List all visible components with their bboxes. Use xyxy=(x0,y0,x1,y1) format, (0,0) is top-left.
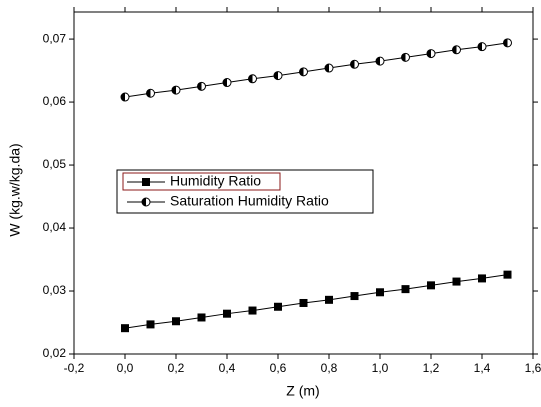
square-marker xyxy=(401,285,410,294)
half-circle-marker xyxy=(324,63,334,73)
marker-half xyxy=(478,42,482,51)
marker-half xyxy=(401,53,406,62)
square-marker xyxy=(299,298,308,307)
x-tick-label: 1,6 xyxy=(525,361,541,375)
half-circle-marker xyxy=(452,45,461,55)
marker-half xyxy=(146,89,151,98)
marker-half xyxy=(376,57,380,66)
legend-box xyxy=(116,169,374,214)
square-marker xyxy=(146,320,155,329)
half-circle-marker xyxy=(141,197,151,207)
half-circle-marker xyxy=(120,92,130,102)
half-circle-marker xyxy=(171,85,181,95)
y-tick-label: 0,03 xyxy=(43,283,67,297)
square-marker xyxy=(172,317,180,326)
square-marker xyxy=(248,306,257,315)
half-circle-marker xyxy=(503,38,512,48)
y-tick-label: 0,06 xyxy=(43,94,67,108)
square-marker xyxy=(478,274,486,283)
half-circle-marker xyxy=(299,67,308,77)
plot-frame xyxy=(73,11,534,355)
square-marker xyxy=(325,295,333,304)
y-axis-title: W (kg.w/kg.da) xyxy=(7,143,23,236)
square-marker xyxy=(350,292,359,301)
marker-half xyxy=(427,49,431,58)
x-tick-label: 1,2 xyxy=(423,361,440,375)
square-marker xyxy=(452,277,461,286)
half-circle-marker xyxy=(146,88,155,98)
half-circle-marker xyxy=(273,71,283,81)
x-tick-label: 0,0 xyxy=(117,361,134,375)
square-marker xyxy=(121,324,129,333)
marker-half xyxy=(452,45,457,54)
marker-half xyxy=(142,198,146,206)
legend-text: Saturation Humidity Ratio xyxy=(170,193,329,209)
x-tick-label: 0,4 xyxy=(219,361,236,375)
marker-half xyxy=(299,67,304,76)
half-circle-marker xyxy=(477,42,487,52)
half-circle-marker xyxy=(401,52,410,62)
series-line xyxy=(124,274,508,329)
marker-half xyxy=(274,71,278,80)
marker-half xyxy=(350,60,355,69)
marker-half xyxy=(325,64,329,73)
half-circle-marker xyxy=(222,78,232,88)
square-marker xyxy=(427,281,435,290)
marker-half xyxy=(248,74,253,83)
square-marker xyxy=(376,288,384,297)
marker-half xyxy=(223,78,227,87)
y-tick-label: 0,07 xyxy=(43,31,67,45)
half-circle-marker xyxy=(197,81,206,91)
x-tick-label: 0,8 xyxy=(321,361,338,375)
square-marker xyxy=(223,309,231,318)
square-marker xyxy=(503,270,512,279)
marker-half xyxy=(121,93,125,102)
half-circle-marker xyxy=(248,74,257,84)
half-circle-marker xyxy=(375,56,385,66)
legend-selection xyxy=(122,172,281,191)
x-tick-label: -0,2 xyxy=(64,361,85,375)
square-marker xyxy=(274,302,282,311)
marker-half xyxy=(503,38,508,47)
legend-text: Humidity Ratio xyxy=(170,173,261,189)
series-line xyxy=(124,42,508,98)
x-tick-label: 1,0 xyxy=(372,361,389,375)
marker-half xyxy=(172,86,176,95)
y-tick-label: 0,05 xyxy=(43,157,67,171)
half-circle-marker xyxy=(426,49,436,59)
x-axis-title: Z (m) xyxy=(286,383,319,399)
x-tick-label: 1,4 xyxy=(474,361,491,375)
square-marker xyxy=(197,313,206,322)
half-circle-marker xyxy=(350,59,359,69)
y-tick-label: 0,04 xyxy=(43,220,67,234)
x-tick-label: 0,6 xyxy=(270,361,287,375)
square-marker xyxy=(142,178,150,186)
marker-half xyxy=(197,82,202,91)
y-tick-label: 0,02 xyxy=(43,346,67,360)
x-tick-label: 0,2 xyxy=(168,361,185,375)
